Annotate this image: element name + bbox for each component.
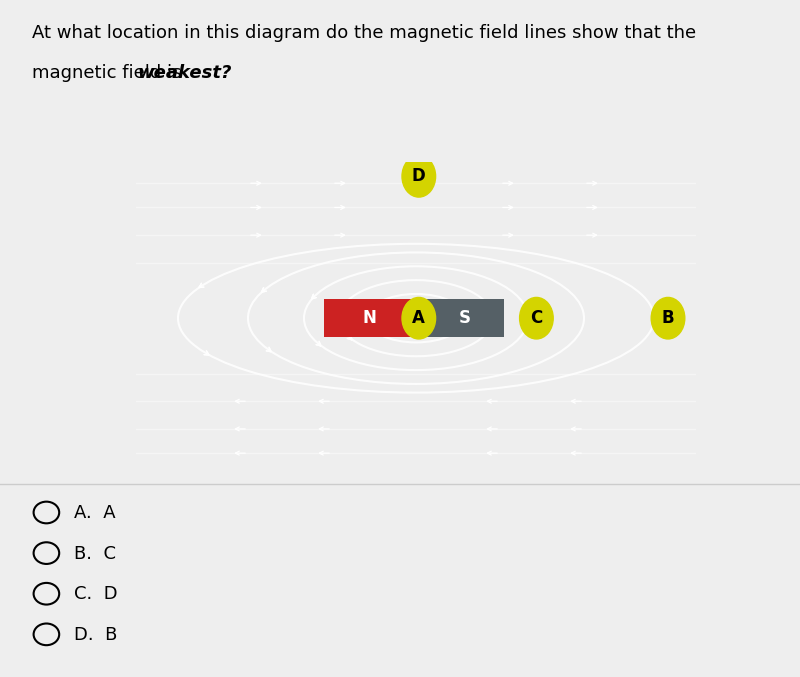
Text: A.  A: A. A bbox=[74, 504, 115, 522]
Text: N: N bbox=[363, 309, 377, 327]
Text: magnetic field is: magnetic field is bbox=[32, 64, 187, 83]
Text: S: S bbox=[459, 309, 471, 327]
Text: C.  D: C. D bbox=[74, 585, 118, 603]
Text: A: A bbox=[412, 309, 426, 327]
Text: D.  B: D. B bbox=[74, 626, 117, 644]
Text: C: C bbox=[530, 309, 542, 327]
Text: B: B bbox=[662, 309, 674, 327]
Circle shape bbox=[520, 297, 553, 339]
Text: At what location in this diagram do the magnetic field lines show that the: At what location in this diagram do the … bbox=[32, 24, 696, 42]
Text: B.  C: B. C bbox=[74, 544, 115, 563]
Circle shape bbox=[651, 297, 685, 339]
Circle shape bbox=[402, 156, 436, 197]
Bar bbox=[323, 299, 418, 337]
Text: D: D bbox=[412, 167, 426, 185]
Text: weakest?: weakest? bbox=[137, 64, 232, 83]
Circle shape bbox=[402, 297, 436, 339]
Bar bbox=[418, 299, 504, 337]
